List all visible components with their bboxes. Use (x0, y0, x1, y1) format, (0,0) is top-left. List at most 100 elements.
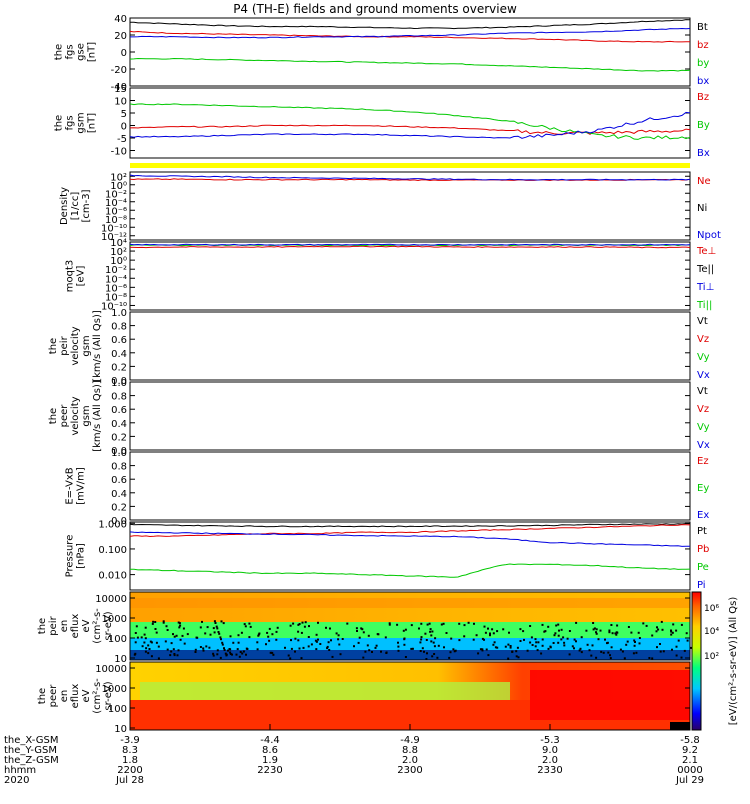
spectrogram-speck (479, 648, 482, 651)
spectrogram-speck (328, 649, 331, 651)
spectrogram-speck (530, 636, 533, 639)
spectrogram-speck (509, 645, 512, 647)
legend-label: Vx (697, 370, 710, 381)
spectrogram-speck (509, 646, 512, 649)
spectrogram-speck (544, 630, 547, 633)
legend-label: Vx (697, 440, 710, 451)
y-axis-label: thepeervelocitygsm[km/s (All Qs)] (48, 380, 103, 452)
spectrogram-speck (213, 631, 216, 634)
spectrogram-speck (202, 647, 205, 650)
spectrogram-speck (599, 629, 602, 632)
series-line-Ti⊥ (129, 243, 691, 246)
y-axis-label-line: gsm (81, 335, 92, 356)
spectrogram-speck (204, 632, 207, 635)
spectrogram-speck (276, 626, 279, 629)
spectrogram-speck (157, 657, 160, 660)
spectrogram-speck (571, 645, 574, 648)
spectrogram-speck (680, 623, 683, 626)
spectrogram-speck (212, 654, 215, 657)
spectrogram-speck (307, 636, 310, 638)
spectrogram-speck (140, 636, 143, 639)
spectrogram-speck (430, 640, 433, 643)
spectrogram-speck (586, 643, 589, 646)
spectrogram-speck (529, 625, 532, 627)
spectrogram-speck (573, 638, 576, 641)
spectrogram-speck (526, 649, 529, 652)
spectrogram-speck (648, 657, 651, 659)
y-tick-label: 0.6 (111, 475, 127, 486)
spectrogram-speck (588, 649, 591, 652)
spectrogram-speck (169, 654, 172, 657)
spectrogram-speck (164, 640, 167, 643)
spectrogram-speck (327, 641, 330, 644)
spectrogram-speck (217, 631, 220, 633)
spectrogram-speck (219, 636, 222, 639)
spectrogram-speck (248, 622, 251, 625)
y-axis-label-line: velocity (70, 396, 81, 435)
spectrogram-speck (179, 624, 182, 627)
spectrogram-speck (585, 629, 588, 632)
spectrogram-speck (522, 630, 525, 633)
spectrogram-speck (162, 621, 165, 624)
spectrogram-speck (675, 645, 678, 648)
spectrogram-speck (173, 653, 176, 655)
legend-label: Ti|| (696, 300, 712, 311)
spectrogram-speck (515, 655, 518, 658)
series-line-by (129, 57, 691, 72)
spectrogram-speck (353, 645, 355, 648)
spectrogram-speck (157, 645, 160, 648)
spectrogram-speck (134, 641, 137, 644)
spectrogram-speck (307, 645, 310, 648)
spectrogram-speck (660, 620, 663, 623)
y-axis-label-line: velocity (70, 326, 81, 365)
spectrogram-speck (411, 647, 414, 650)
series-line-Bz (129, 124, 691, 135)
y-axis-label-line: en (59, 620, 70, 633)
y-tick-label: 10² (110, 247, 127, 258)
spectrogram-speck (223, 647, 225, 650)
spectrogram-speck (595, 631, 597, 634)
spectrogram-speck (677, 639, 680, 642)
spectrogram-speck (133, 653, 136, 656)
spectrogram-speck (410, 647, 413, 650)
y-axis-label: thepeirvelocitygsm[km/s (All Qs)] (48, 310, 103, 382)
spectrogram-speck (358, 636, 361, 639)
spectrogram-speck (275, 638, 278, 641)
spectrogram-speck (529, 641, 532, 644)
spectrogram-speck (421, 647, 424, 650)
spectrogram-speck (360, 627, 363, 630)
panel-density: 10²10⁰10⁻²10⁻⁴10⁻⁶10⁻⁸10⁻¹⁰10⁻¹²Density[… (59, 171, 721, 243)
spectrogram-speck (243, 623, 246, 626)
legend-label: Vz (697, 404, 709, 415)
spectrogram-speck (519, 640, 522, 642)
x-row-value: 2.0 (542, 755, 558, 766)
legend-label: Pe (697, 562, 709, 573)
spectrogram-speck (194, 648, 197, 651)
spectrogram-speck (141, 645, 144, 648)
y-tick-label: 1.0 (111, 448, 127, 459)
spectrogram-speck (154, 621, 157, 623)
spectrogram-speck (535, 641, 538, 644)
spectrogram-speck (271, 651, 274, 654)
y-tick-label: 100 (108, 634, 127, 645)
legend-label: Ti⊥ (696, 282, 714, 293)
spectrogram-speck (420, 636, 423, 639)
spectrogram-speck (611, 632, 614, 635)
spectrogram-speck (557, 623, 560, 626)
spectrogram-speck (428, 622, 431, 625)
spectrogram-speck (541, 638, 544, 641)
spectrogram-speck (547, 625, 550, 628)
y-tick-label: -20 (111, 65, 127, 76)
spectrogram-speck (610, 646, 613, 649)
spectrogram-speck (623, 657, 626, 660)
spectrogram-speck (523, 638, 525, 641)
x-row-value: -4.9 (400, 735, 420, 746)
spectrogram-speck (475, 634, 478, 637)
spectrogram-speck (314, 639, 317, 642)
spectrogram-speck (178, 622, 181, 625)
legend-label: Vy (697, 422, 710, 433)
legend-label: Vt (697, 316, 708, 327)
spectrogram-speck (425, 639, 428, 641)
spectrogram-speck (683, 649, 686, 652)
y-tick-label: 10⁻⁸ (105, 215, 127, 226)
